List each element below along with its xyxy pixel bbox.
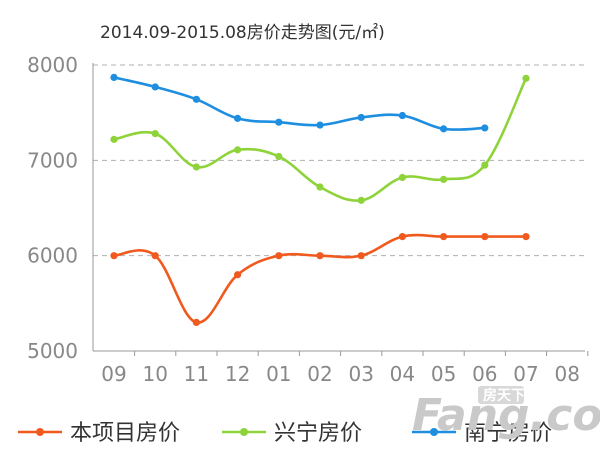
data-point (151, 252, 159, 260)
data-point (192, 95, 200, 103)
x-axis-ticks: 09 10 11 12 01 02 03 04 05 06 07 08 (101, 351, 589, 386)
legend: 本项目房价 兴宁房价 南宁房价 (18, 421, 552, 446)
legend-swatch-dot (36, 428, 44, 436)
data-point (234, 146, 242, 154)
data-point (110, 73, 118, 81)
x-tick-label: 06 (472, 362, 497, 386)
data-point (234, 271, 242, 279)
data-point (275, 152, 283, 161)
data-point (151, 83, 159, 91)
data-point (357, 113, 365, 122)
legend-item: 本项目房价 (18, 421, 180, 446)
legend-label: 兴宁房价 (274, 421, 362, 446)
data-point (110, 135, 118, 143)
axes (92, 63, 585, 352)
data-point (440, 233, 448, 241)
x-tick-label: 01 (266, 362, 291, 386)
x-tick-label: 03 (348, 362, 373, 386)
x-tick-label: 07 (513, 362, 538, 386)
data-point (398, 173, 406, 182)
legend-item: 兴宁房价 (222, 421, 362, 446)
legend-swatch-dot (430, 428, 438, 436)
series-1 (110, 233, 530, 326)
data-point (398, 111, 406, 120)
data-point (481, 161, 489, 169)
legend-swatch-dot (240, 428, 248, 436)
data-point (316, 183, 324, 191)
data-point (151, 130, 159, 138)
data-point (275, 118, 283, 126)
y-tick-label: 7000 (27, 148, 78, 172)
x-tick-label: 10 (142, 362, 167, 386)
x-tick-label: 09 (101, 362, 126, 386)
data-point (357, 196, 365, 204)
y-tick-label: 8000 (27, 53, 78, 77)
grid-lines (93, 64, 585, 257)
watermark-sub-text: 房天下 (483, 387, 525, 404)
data-point (481, 233, 489, 241)
x-tick-label: 12 (225, 362, 250, 386)
data-point (275, 252, 283, 260)
y-tick-label: 6000 (27, 244, 78, 268)
x-tick-label: 08 (554, 362, 579, 386)
x-tick-label: 05 (431, 362, 456, 386)
series-line (113, 77, 528, 202)
data-point (522, 74, 530, 82)
data-point (192, 318, 200, 326)
series-line (113, 233, 526, 324)
data-point (440, 175, 448, 183)
legend-label: 南宁房价 (464, 421, 552, 446)
data-point (234, 114, 242, 122)
data-point (357, 252, 365, 260)
legend-item: 南宁房价 (412, 421, 552, 446)
data-point (522, 233, 530, 241)
series-line (113, 76, 485, 131)
chart-title: 2014.09-2015.08房价走势图(元/㎡) (100, 23, 385, 43)
x-tick-label: 11 (184, 362, 209, 386)
series-lines (110, 73, 530, 326)
y-axis-ticks: 5000 6000 7000 8000 (27, 53, 78, 363)
watermark-badge (478, 386, 524, 404)
series-3 (110, 73, 489, 133)
data-point (398, 233, 406, 241)
data-point (316, 252, 324, 260)
x-tick-label: 04 (390, 362, 415, 386)
data-point (192, 163, 200, 171)
series-2 (110, 74, 530, 204)
y-tick-label: 5000 (27, 339, 78, 363)
x-tick-label: 02 (307, 362, 332, 386)
watermark: Fang.com 房天下 (412, 386, 600, 441)
data-point (110, 252, 118, 260)
data-point (316, 121, 324, 129)
data-point (440, 125, 448, 133)
data-point (481, 124, 489, 132)
legend-label: 本项目房价 (70, 421, 180, 446)
